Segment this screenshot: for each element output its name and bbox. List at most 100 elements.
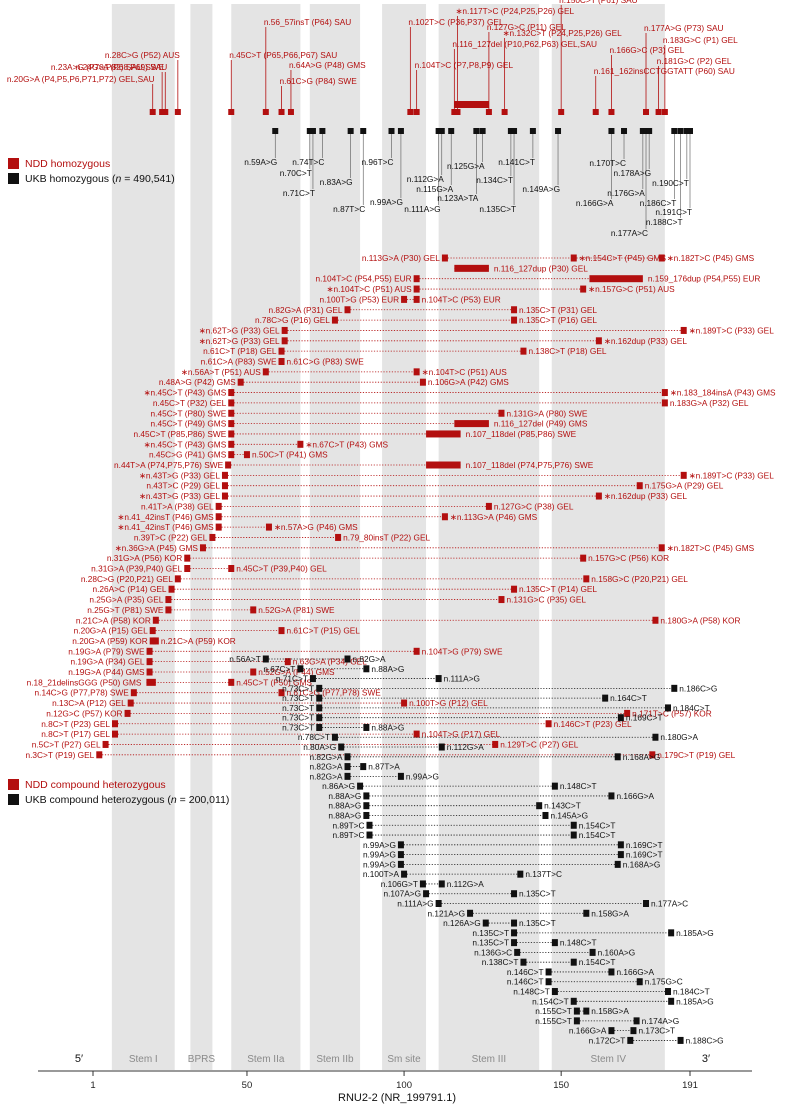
ndd-het-point-29-0 bbox=[184, 554, 191, 562]
ndd-het-label-10-0: n.61C>A (P83) SWE bbox=[201, 357, 277, 367]
ukb-het-point-9-1 bbox=[438, 743, 445, 751]
ndd-het-point-48-1 bbox=[649, 751, 656, 759]
region-label-1: BPRS bbox=[188, 1054, 216, 1065]
ndd-het-label-14-0: n.45C>T (P32) GEL bbox=[153, 398, 227, 408]
ukb-hom-label-13: n.134C>T bbox=[476, 175, 513, 185]
ndd-hom-label-9: n.102T>C (P36,P37) GEL bbox=[408, 17, 504, 27]
ndd-hom-point-19 bbox=[655, 109, 662, 115]
ndd-het-label-46-1: n.104T>G (P17) GEL bbox=[422, 729, 501, 739]
ndd-het-point-13-0 bbox=[228, 389, 235, 397]
ukb-hom-point-25 bbox=[687, 128, 693, 134]
ukb-het-point-23-0 bbox=[419, 880, 426, 888]
ukb-het-label-1-1: n.88A>G bbox=[371, 664, 404, 674]
ndd-het-label-46-0: n.8C>T (P17) GEL bbox=[41, 729, 110, 739]
legend-ukb-hom-swatch bbox=[8, 173, 19, 184]
ukb-het-point-35-0 bbox=[570, 997, 577, 1005]
ukb-het-point-22-0 bbox=[401, 870, 408, 878]
ukb-hom-label-1: n.70C>T bbox=[280, 168, 312, 178]
ndd-het-point-7-0 bbox=[281, 326, 288, 334]
ndd-het-label-21-1: ∗n.189T>C (P33) GEL bbox=[689, 470, 775, 480]
ukb-het-point-24-0 bbox=[423, 890, 430, 898]
ukb-hom-label-8: n.111A>G bbox=[404, 204, 440, 214]
ndd-homozygous-track: n.20G>A (P4,P5,P6,P71,P72) GEL,SAU n.23A>… bbox=[7, 0, 738, 115]
ukb-hom-label-25: n.191C>T bbox=[655, 207, 692, 217]
ndd-het-point-27-0 bbox=[209, 533, 216, 541]
ukb-het-point-16-0 bbox=[363, 811, 370, 819]
ukb-het-point-2-0 bbox=[309, 675, 316, 683]
ndd-hom-point-2 bbox=[174, 109, 181, 115]
ndd-het-label-22-1: n.175G>A (P29) GEL bbox=[645, 481, 724, 491]
ndd-het-label-0-1: ∗n.154C>T (P45) GMS bbox=[579, 253, 667, 263]
ukb-het-label-15-0: n.88A>G bbox=[328, 801, 361, 811]
ndd-het-label-38-1: n.104T>G (P79) SWE bbox=[422, 646, 503, 656]
ndd-hom-point-6 bbox=[287, 109, 294, 115]
ukb-hom-label-17: n.166G>A bbox=[576, 198, 614, 208]
ndd-hom-label-10: n.116_127del (P10,P62,P63) GEL,SAU bbox=[452, 39, 597, 49]
ukb-het-label-9-1: n.112G>A bbox=[447, 742, 484, 752]
ndd-het-label-13-0: ∗n.45C>T (P43) GMS bbox=[144, 388, 227, 398]
ukb-homozygous-track: n.59A>Gn.70C>T n.71C>T n.74T>C n.83A>G n.87T… bbox=[244, 128, 693, 238]
ukb-het-point-9-0 bbox=[338, 743, 345, 751]
ukb-het-label-25-1: n.177A>C bbox=[651, 899, 688, 909]
ndd-het-label-34-0: n.25G>T (P81) SWE bbox=[87, 605, 164, 615]
ukb-hom-point-14 bbox=[511, 128, 518, 134]
ndd-hom-label-6: n.64A>G (P48) GMS bbox=[289, 60, 366, 70]
ukb-het-point-15-1 bbox=[536, 802, 543, 810]
ukb-het-label-26-0: n.121A>G bbox=[427, 908, 465, 918]
legend-ukb-het-swatch bbox=[8, 794, 19, 805]
ndd-hom-point-7 bbox=[278, 109, 285, 115]
ndd-het-point-15-0 bbox=[228, 409, 235, 417]
ndd-het-point-0-1 bbox=[570, 254, 577, 262]
ukb-het-label-21-1: n.168A>G bbox=[623, 859, 661, 869]
ukb-het-point-33-1 bbox=[636, 978, 643, 986]
ukb-hom-label-10: n.115G>A bbox=[416, 184, 453, 194]
ukb-het-point-25-1 bbox=[643, 900, 650, 907]
ndd-het-point-4-0 bbox=[401, 295, 408, 303]
ndd-hom-label-11: ∗n.117T>C (P24,P25,P26) GEL bbox=[455, 6, 574, 16]
ukb-het-point-14-1 bbox=[608, 792, 615, 800]
ndd-het-label-48-1: n.179C>T (P19) GEL bbox=[657, 750, 735, 760]
ndd-het-label-31-0: n.28C>G (P20,P21) GEL bbox=[81, 574, 173, 584]
ukb-het-point-4-0 bbox=[316, 694, 323, 702]
ndd-het-label-4-0: n.100T>G (P53) EUR bbox=[320, 294, 400, 304]
ndd-het-block-41-0 bbox=[146, 678, 156, 686]
ukb-het-point-22-1 bbox=[517, 870, 524, 878]
ndd-het-label-3-1: ∗n.157G>C (P51) AUS bbox=[588, 284, 675, 294]
ukb-het-label-0-0: n.56A>T bbox=[229, 654, 261, 664]
ndd-het-block-16-1 bbox=[454, 420, 489, 428]
ndd-het-point-40-0 bbox=[146, 668, 153, 676]
ukb-hom-point-1 bbox=[306, 128, 313, 134]
ndd-het-label-29-0: n.31G>A (P56) KOR bbox=[107, 553, 182, 563]
ndd-het-point-29-1 bbox=[580, 554, 587, 562]
ukb-het-point-7-0 bbox=[316, 723, 323, 731]
ukb-het-point-10-0 bbox=[344, 753, 351, 761]
ukb-hom-point-20 bbox=[643, 128, 650, 134]
ndd-het-point-44-0 bbox=[124, 709, 131, 717]
ukb-hom-point-12 bbox=[479, 128, 486, 134]
ukb-hom-label-24: n.190C>T bbox=[652, 178, 689, 188]
ndd-het-point-24-1 bbox=[485, 502, 492, 510]
ukb-het-point-2-1 bbox=[435, 675, 442, 683]
region-band-1 bbox=[190, 4, 213, 1070]
ndd-het-point-5-1 bbox=[511, 306, 518, 314]
ndd-het-point-9-1 bbox=[520, 347, 527, 355]
ukb-het-label-28-0: n.135C>T bbox=[472, 928, 509, 938]
ndd-het-point-31-0 bbox=[174, 575, 181, 583]
ndd-het-point-45-1 bbox=[545, 720, 552, 728]
ndd-het-label-28-0: ∗n.36G>A (P45) GMS bbox=[115, 543, 199, 553]
ndd-het-point-38-0 bbox=[146, 647, 153, 655]
ndd-het-point-48-0 bbox=[96, 751, 103, 759]
ndd-hom-label-7: n.61C>G (P84) SWE bbox=[280, 76, 358, 86]
ukb-compound-het-track: n.56A>T n.82G>A n.67C>T n.88A>G n.71C>T n.111… bbox=[229, 654, 723, 1045]
ndd-het-point-12-1 bbox=[419, 378, 426, 386]
ndd-het-point-10-1 bbox=[278, 358, 285, 365]
ukb-het-point-31-0 bbox=[520, 958, 527, 966]
ndd-hom-label-8: n.104T>C (P7,P8,P9) GEL bbox=[415, 60, 514, 70]
ndd-het-label-43-0: n.13C>A (P12) GEL bbox=[52, 698, 126, 708]
ndd-het-point-39-1 bbox=[284, 658, 291, 666]
ukb-het-label-5-0: n.73C>T bbox=[282, 703, 314, 713]
ukb-het-point-21-1 bbox=[614, 860, 621, 868]
ndd-hom-point-0 bbox=[149, 109, 156, 115]
ndd-het-point-27-1 bbox=[335, 533, 342, 541]
ndd-hom-label-19: n.181G>C (P2) GEL bbox=[657, 56, 732, 66]
